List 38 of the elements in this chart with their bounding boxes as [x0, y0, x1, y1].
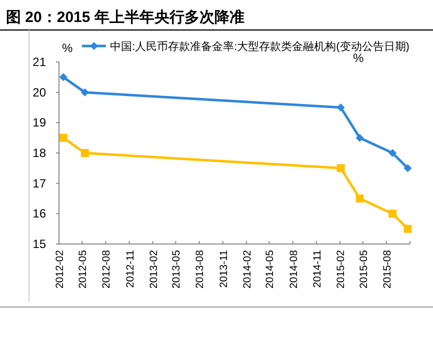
x-tick-label: 2012-02 — [54, 250, 66, 289]
point — [59, 73, 68, 82]
x-tick-label: 2012-05 — [77, 250, 90, 289]
y-tick-label: 17 — [32, 176, 46, 190]
y-tick-label: 15 — [32, 237, 46, 251]
point — [404, 224, 412, 233]
y-axis-title: % — [62, 41, 73, 55]
y-tick-label: 19 — [32, 116, 46, 130]
x-tick-label: 2014-08 — [288, 250, 300, 289]
x-tick-label: 2013-02 — [148, 250, 160, 289]
y-tick-label: 16 — [32, 206, 46, 221]
x-tick-label: 2015-05 — [358, 250, 370, 289]
x-tick-label: 2012-11 — [124, 250, 136, 288]
y-tick-label: 21 — [32, 55, 46, 69]
point — [356, 134, 364, 142]
x-tick-label: 2013-11 — [218, 250, 230, 288]
annotation: % — [353, 51, 364, 65]
point — [388, 210, 397, 218]
point — [336, 104, 345, 112]
x-tick-label: 2014-05 — [264, 250, 276, 289]
point — [388, 149, 397, 157]
point — [80, 88, 89, 96]
y-tick-label: 20 — [32, 85, 46, 100]
x-tick-label: 2013-08 — [194, 250, 206, 289]
chart-title: 图 20：2015 年上半年央行多次降准 — [6, 9, 244, 26]
x-tick-label: 2015-08 — [381, 250, 394, 289]
legend-label: 中国:人民币存款准备金率:大型存款类金融机构(变动公告日期) — [110, 40, 410, 53]
point — [356, 194, 364, 202]
point — [80, 149, 89, 157]
x-tick-label: 2014-11 — [311, 250, 324, 288]
x-tick-label: 2013-05 — [170, 250, 183, 289]
y-tick-label: 18 — [32, 146, 46, 160]
point — [336, 164, 345, 172]
x-tick-label: 2015-02 — [335, 250, 348, 289]
point — [404, 164, 412, 172]
x-tick-label: 2012-08 — [100, 250, 113, 289]
x-tick-label: 2014-02 — [241, 250, 254, 289]
point — [59, 134, 68, 142]
